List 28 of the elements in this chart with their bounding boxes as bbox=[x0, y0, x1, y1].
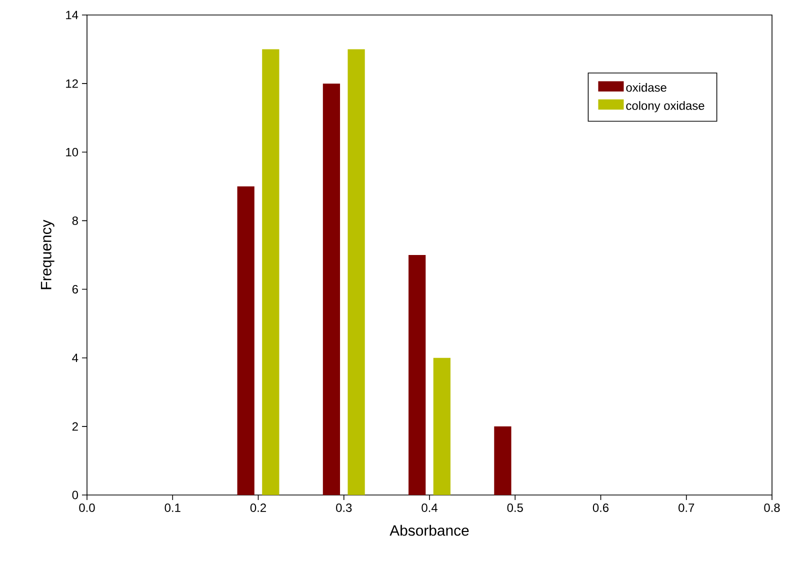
x-tick-label: 0.8 bbox=[764, 504, 780, 512]
y-tick-label: 8 bbox=[72, 216, 78, 225]
bar bbox=[322, 84, 340, 495]
x-tick-label: 0.5 bbox=[507, 504, 523, 512]
y-tick-label: 6 bbox=[72, 285, 78, 294]
bar bbox=[348, 49, 365, 495]
x-tick-label: 0.6 bbox=[592, 504, 609, 512]
x-tick-label: 0.7 bbox=[678, 504, 694, 512]
y-tick-label: 14 bbox=[66, 10, 78, 20]
y-tick-label: 0 bbox=[72, 490, 78, 500]
y-tick-label: 12 bbox=[66, 79, 78, 88]
bar bbox=[262, 49, 280, 495]
x-tick-label: 0.1 bbox=[164, 504, 180, 512]
y-tick-label: 10 bbox=[66, 148, 78, 156]
y-tick-label: 4 bbox=[72, 354, 78, 362]
y-tick-label: 2 bbox=[72, 422, 78, 431]
x-tick-label: 0.4 bbox=[422, 504, 438, 512]
x-tick-label: 0.3 bbox=[336, 504, 352, 512]
legend-label: oxidase bbox=[626, 82, 666, 92]
x-tick-label: 0.0 bbox=[79, 504, 95, 512]
bar bbox=[237, 186, 254, 495]
bar bbox=[433, 358, 450, 495]
x-tick-label: 0.2 bbox=[250, 504, 266, 512]
x-axis-title: Absorbance bbox=[390, 524, 469, 536]
bar bbox=[494, 426, 512, 495]
bar bbox=[408, 254, 426, 495]
legend-label: colony oxidase bbox=[626, 101, 704, 112]
y-axis-title: Frequency bbox=[40, 220, 54, 290]
